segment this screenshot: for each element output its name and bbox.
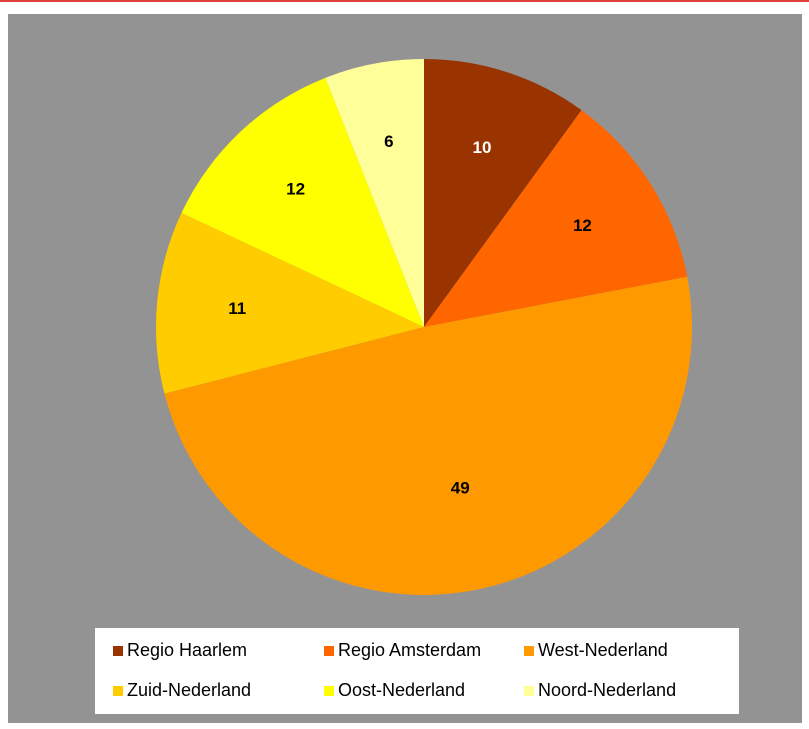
top-divider-line	[0, 0, 809, 2]
legend-item-oost-nederland: Oost-Nederland	[324, 680, 465, 701]
legend-label: West-Nederland	[538, 640, 668, 660]
pie-slice-noord-nederland	[325, 59, 424, 327]
chart-legend: Regio Haarlem Regio Amsterdam West-Neder…	[95, 628, 739, 714]
legend-label: Oost-Nederland	[338, 680, 466, 700]
slice-data-label: 11	[228, 299, 246, 318]
legend-label: Regio Amsterdam	[338, 640, 482, 660]
pie-slice-zuid-nederland	[156, 212, 424, 394]
legend-label: Noord-Nederland	[538, 680, 677, 700]
slice-data-label: 12	[286, 180, 305, 199]
pie-slice-west-nederland	[164, 276, 692, 595]
pie-chart: 10 12 49 11 12 6	[156, 59, 692, 595]
legend-swatch	[524, 645, 534, 656]
legend-item-zuid-nederland: Zuid-Nederland	[113, 680, 251, 701]
slice-data-label: 10	[473, 138, 492, 157]
legend-label: Zuid-Nederland	[127, 680, 252, 700]
legend-label: Regio Haarlem	[127, 640, 248, 660]
legend-item-regio-amsterdam: Regio Amsterdam	[324, 640, 481, 661]
legend-swatch	[113, 685, 123, 696]
legend-swatch	[113, 645, 123, 656]
legend-swatch	[524, 685, 534, 696]
slice-data-label: 12	[573, 216, 592, 235]
slice-data-label: 6	[384, 132, 393, 151]
pie-slice-regio-haarlem	[424, 59, 582, 327]
pie-slice-regio-amsterdam	[424, 110, 688, 328]
pie-slice-oost-nederland	[181, 77, 424, 327]
legend-item-noord-nederland: Noord-Nederland	[524, 680, 676, 701]
legend-item-regio-haarlem: Regio Haarlem	[113, 640, 247, 661]
legend-item-west-nederland: West-Nederland	[524, 640, 668, 661]
chart-plot-area: 10 12 49 11 12 6 Regio Haarlem Regio Amsterda…	[8, 14, 802, 723]
slice-data-label: 49	[451, 479, 470, 498]
legend-swatch	[324, 685, 334, 696]
legend-swatch	[324, 645, 334, 656]
